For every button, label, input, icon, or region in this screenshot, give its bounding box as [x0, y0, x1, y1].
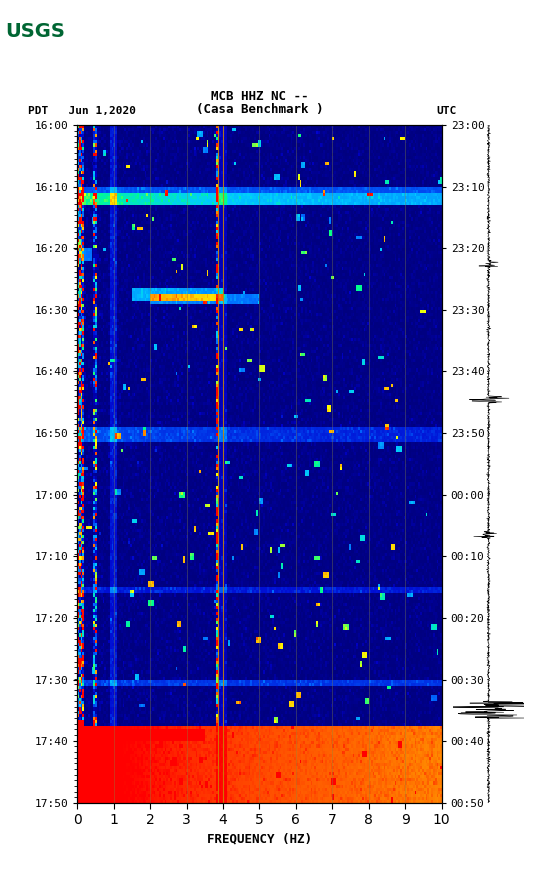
- Text: UTC: UTC: [436, 106, 457, 116]
- X-axis label: FREQUENCY (HZ): FREQUENCY (HZ): [207, 833, 312, 846]
- Text: MCB HHZ NC --: MCB HHZ NC --: [211, 89, 308, 103]
- Text: USGS: USGS: [6, 21, 65, 41]
- Text: PDT   Jun 1,2020: PDT Jun 1,2020: [28, 106, 136, 116]
- Text: (Casa Benchmark ): (Casa Benchmark ): [196, 103, 323, 116]
